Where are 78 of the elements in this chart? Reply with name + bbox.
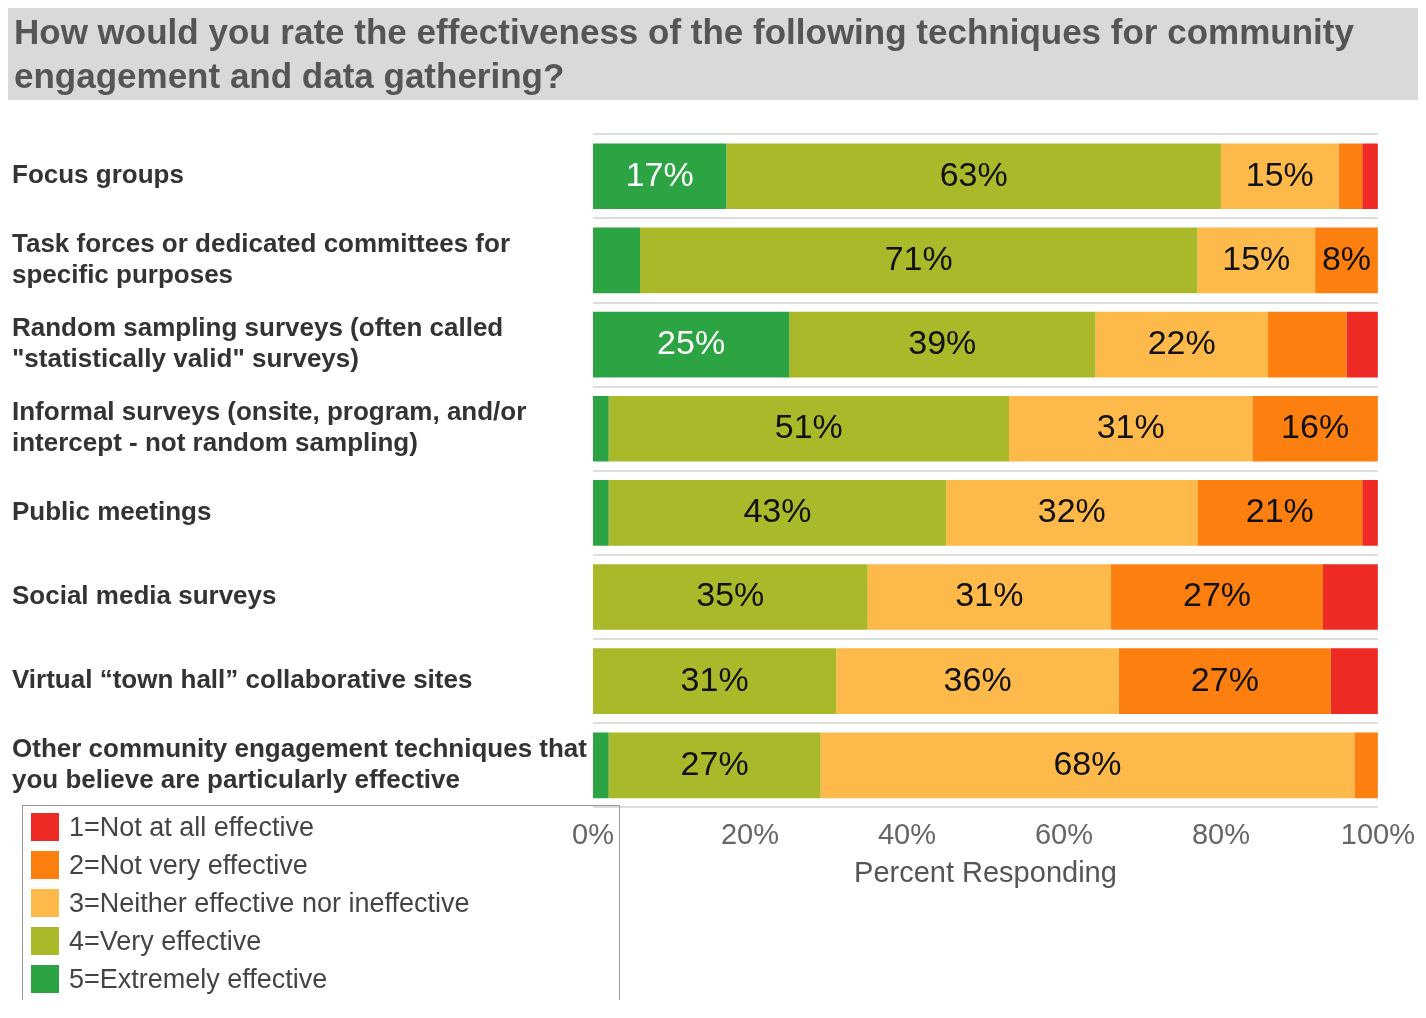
data-label: 27% xyxy=(1182,575,1252,614)
bar xyxy=(1197,227,1316,294)
chart-title: How would you rate the effectiveness of the following techniques for community engagement and data gathering? xyxy=(8,8,1418,100)
data-label: 68% xyxy=(1053,743,1122,782)
bar xyxy=(1362,143,1378,210)
bar xyxy=(608,395,1009,462)
bar xyxy=(592,227,641,294)
data-label: 31% xyxy=(680,659,749,698)
data-label: 63% xyxy=(939,154,1008,193)
data-label: 17% xyxy=(625,154,694,193)
bar xyxy=(1322,564,1378,630)
data-label: 32% xyxy=(1037,491,1106,530)
y-tick-label: Social media surveys xyxy=(12,580,277,611)
bar xyxy=(592,395,609,462)
bar xyxy=(867,564,1112,630)
legend-label: 1=Not at all effective xyxy=(69,811,314,843)
bar xyxy=(592,564,868,630)
x-tick-label: 20% xyxy=(720,817,779,850)
data-label: 22% xyxy=(1147,322,1216,361)
bar xyxy=(592,480,609,546)
x-tick-label: 60% xyxy=(1034,817,1093,850)
data-label: 16% xyxy=(1281,407,1350,446)
x-tick-label: 80% xyxy=(1191,817,1250,850)
y-tick-label: Virtual “town hall” collaborative sites xyxy=(12,664,473,695)
bar xyxy=(946,480,1198,546)
bar xyxy=(1095,311,1269,378)
y-tick-label: Random sampling surveys (often called "statistically valid" surveys) xyxy=(12,312,504,374)
bar xyxy=(820,732,1355,799)
bar xyxy=(608,732,821,799)
data-label: 8% xyxy=(1321,238,1372,277)
bar xyxy=(789,311,1096,378)
y-tick-label: Public meetings xyxy=(12,496,212,527)
data-label: 31% xyxy=(1096,407,1165,446)
bar xyxy=(592,311,790,378)
bar xyxy=(1330,648,1378,714)
data-label: 36% xyxy=(943,659,1012,698)
bar xyxy=(726,143,1221,210)
x-tick-label: 40% xyxy=(877,817,936,850)
legend-label: 3=Neither effective nor ineffective xyxy=(69,887,470,919)
legend-label: 4=Very effective xyxy=(69,925,262,957)
data-label: 15% xyxy=(1245,154,1314,193)
legend-label: 2=Not very effective xyxy=(69,849,308,881)
data-label: 51% xyxy=(774,407,843,446)
x-axis-title: Percent Responding xyxy=(854,855,1117,888)
bar xyxy=(592,732,609,799)
x-tick-label: 100% xyxy=(1340,817,1415,850)
data-label: 15% xyxy=(1222,238,1291,277)
data-label: 27% xyxy=(680,743,749,782)
bar xyxy=(640,227,1198,294)
y-tick-label: Informal surveys (onsite, program, and/or intercept - not random sampling) xyxy=(12,396,527,458)
bar xyxy=(1118,648,1331,714)
bar xyxy=(608,480,947,546)
bar xyxy=(1111,564,1323,630)
data-label: 31% xyxy=(955,575,1024,614)
bar xyxy=(1197,480,1363,546)
bar xyxy=(1338,143,1363,210)
bar xyxy=(592,648,837,714)
data-label: 71% xyxy=(884,238,953,277)
bar xyxy=(836,648,1119,714)
data-label: 25% xyxy=(657,322,726,361)
x-tick-label: 0% xyxy=(572,817,614,850)
data-label: 21% xyxy=(1245,491,1314,530)
data-label: 27% xyxy=(1190,659,1259,698)
bar xyxy=(1362,480,1378,546)
bar xyxy=(1220,143,1339,210)
bar xyxy=(1354,732,1378,799)
bar xyxy=(1268,311,1347,378)
legend-label: 5=Extremely effective xyxy=(69,963,328,995)
bar xyxy=(1008,395,1253,462)
data-label: 43% xyxy=(743,491,812,530)
y-tick-label: Focus groups xyxy=(12,159,184,190)
bar xyxy=(1252,395,1378,462)
bar xyxy=(592,143,727,210)
y-tick-label: Task forces or dedicated committees for specific purposes xyxy=(12,228,511,290)
y-tick-label: Other community engagement techniques that you believe are particularly effective xyxy=(12,732,588,795)
data-label: 39% xyxy=(908,322,977,361)
data-label: 35% xyxy=(696,575,765,614)
bar xyxy=(1346,311,1378,378)
